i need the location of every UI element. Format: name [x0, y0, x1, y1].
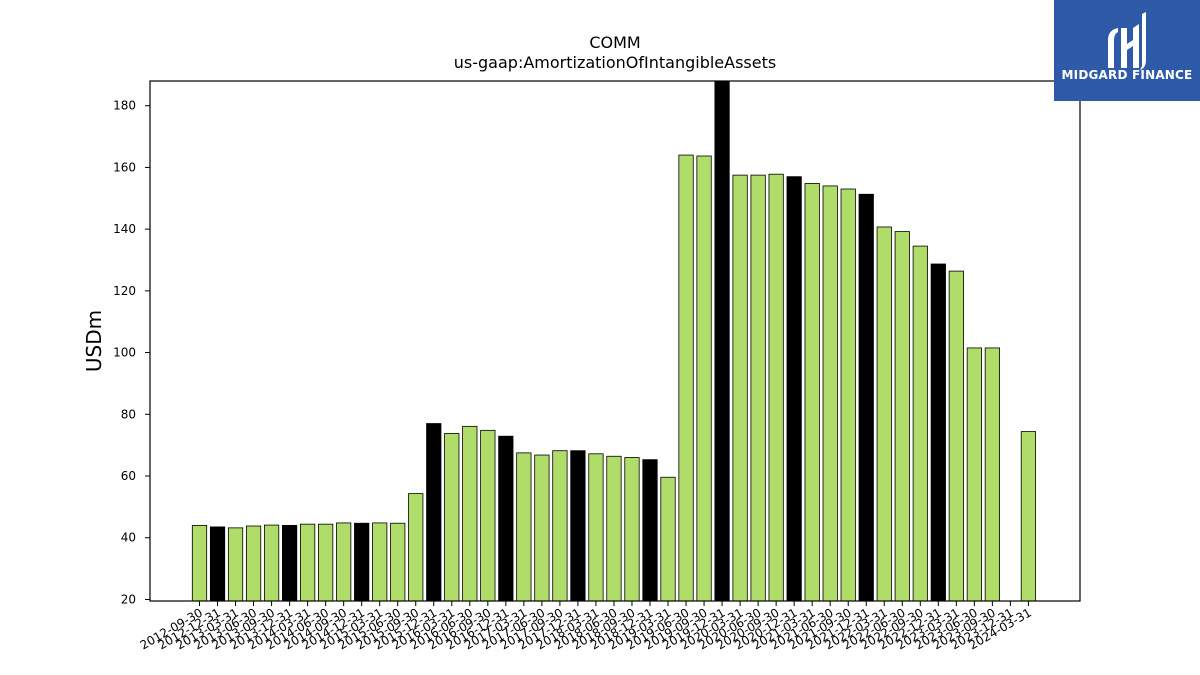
bar: [714, 80, 730, 602]
chart-title: COMM: [589, 33, 640, 52]
bar: [642, 459, 658, 602]
chart-subtitle: us-gaap:AmortizationOfIntangibleAssets: [454, 53, 776, 72]
bar: [750, 174, 766, 602]
bar: [1020, 431, 1037, 602]
bar: [227, 527, 244, 602]
bar: [570, 450, 586, 602]
bar-series: [191, 80, 1037, 602]
bar: [516, 452, 532, 602]
y-tick-label: 180: [113, 99, 136, 113]
brand-logo: MIDGARD FINANCE: [1054, 0, 1200, 101]
bar: [930, 263, 946, 602]
y-tick-label: 140: [113, 222, 136, 236]
midgard-finance-logo-icon: [1108, 12, 1146, 70]
bar: [408, 493, 424, 602]
bar: [390, 522, 406, 602]
bar: [606, 455, 622, 602]
bar: [786, 176, 802, 602]
bar: [624, 457, 640, 602]
bar: [696, 155, 712, 602]
bar: [336, 522, 352, 602]
bar: [263, 524, 280, 602]
bar: [984, 347, 1000, 602]
bar: [444, 433, 460, 602]
bar: [300, 523, 316, 602]
y-axis-label: USDm: [82, 310, 106, 372]
bar: [768, 173, 784, 602]
bar: [912, 245, 928, 602]
bar: [822, 185, 838, 602]
bar: [948, 270, 964, 602]
bar: [660, 476, 676, 602]
bar: [462, 425, 478, 602]
bar: [191, 524, 208, 602]
y-tick-label: 20: [121, 592, 136, 606]
y-tick-label: 60: [121, 469, 136, 483]
brand-name: MIDGARD FINANCE: [1061, 68, 1193, 82]
bar: [732, 174, 748, 602]
bar: [534, 454, 550, 602]
y-tick-label: 80: [121, 407, 136, 421]
y-tick-label: 40: [121, 531, 136, 545]
bar: [245, 525, 262, 602]
bar: [876, 226, 892, 602]
bar: [372, 522, 388, 602]
bar: [209, 526, 226, 602]
bar: [281, 524, 298, 602]
plot-frame: [149, 80, 1081, 602]
bar: [858, 193, 874, 602]
y-axis-ticks: 20 40 60 80 100 120 140 160 180: [113, 99, 150, 606]
bar: [588, 453, 604, 602]
bar: [678, 154, 694, 602]
x-axis-ticks: 2012-09-302012-12-312013-03-312013-06-30…: [138, 601, 1034, 652]
bar: [894, 231, 910, 602]
bar: [426, 423, 442, 602]
y-tick-label: 100: [113, 346, 136, 360]
bar: [552, 450, 568, 602]
bar: [498, 435, 514, 602]
y-tick-label: 120: [113, 284, 136, 298]
bar: [354, 522, 370, 602]
bar: [318, 523, 334, 602]
bar: [804, 183, 820, 602]
bar: [480, 429, 496, 602]
bar: [840, 188, 856, 602]
bar: [966, 347, 982, 602]
y-tick-label: 160: [113, 160, 136, 174]
